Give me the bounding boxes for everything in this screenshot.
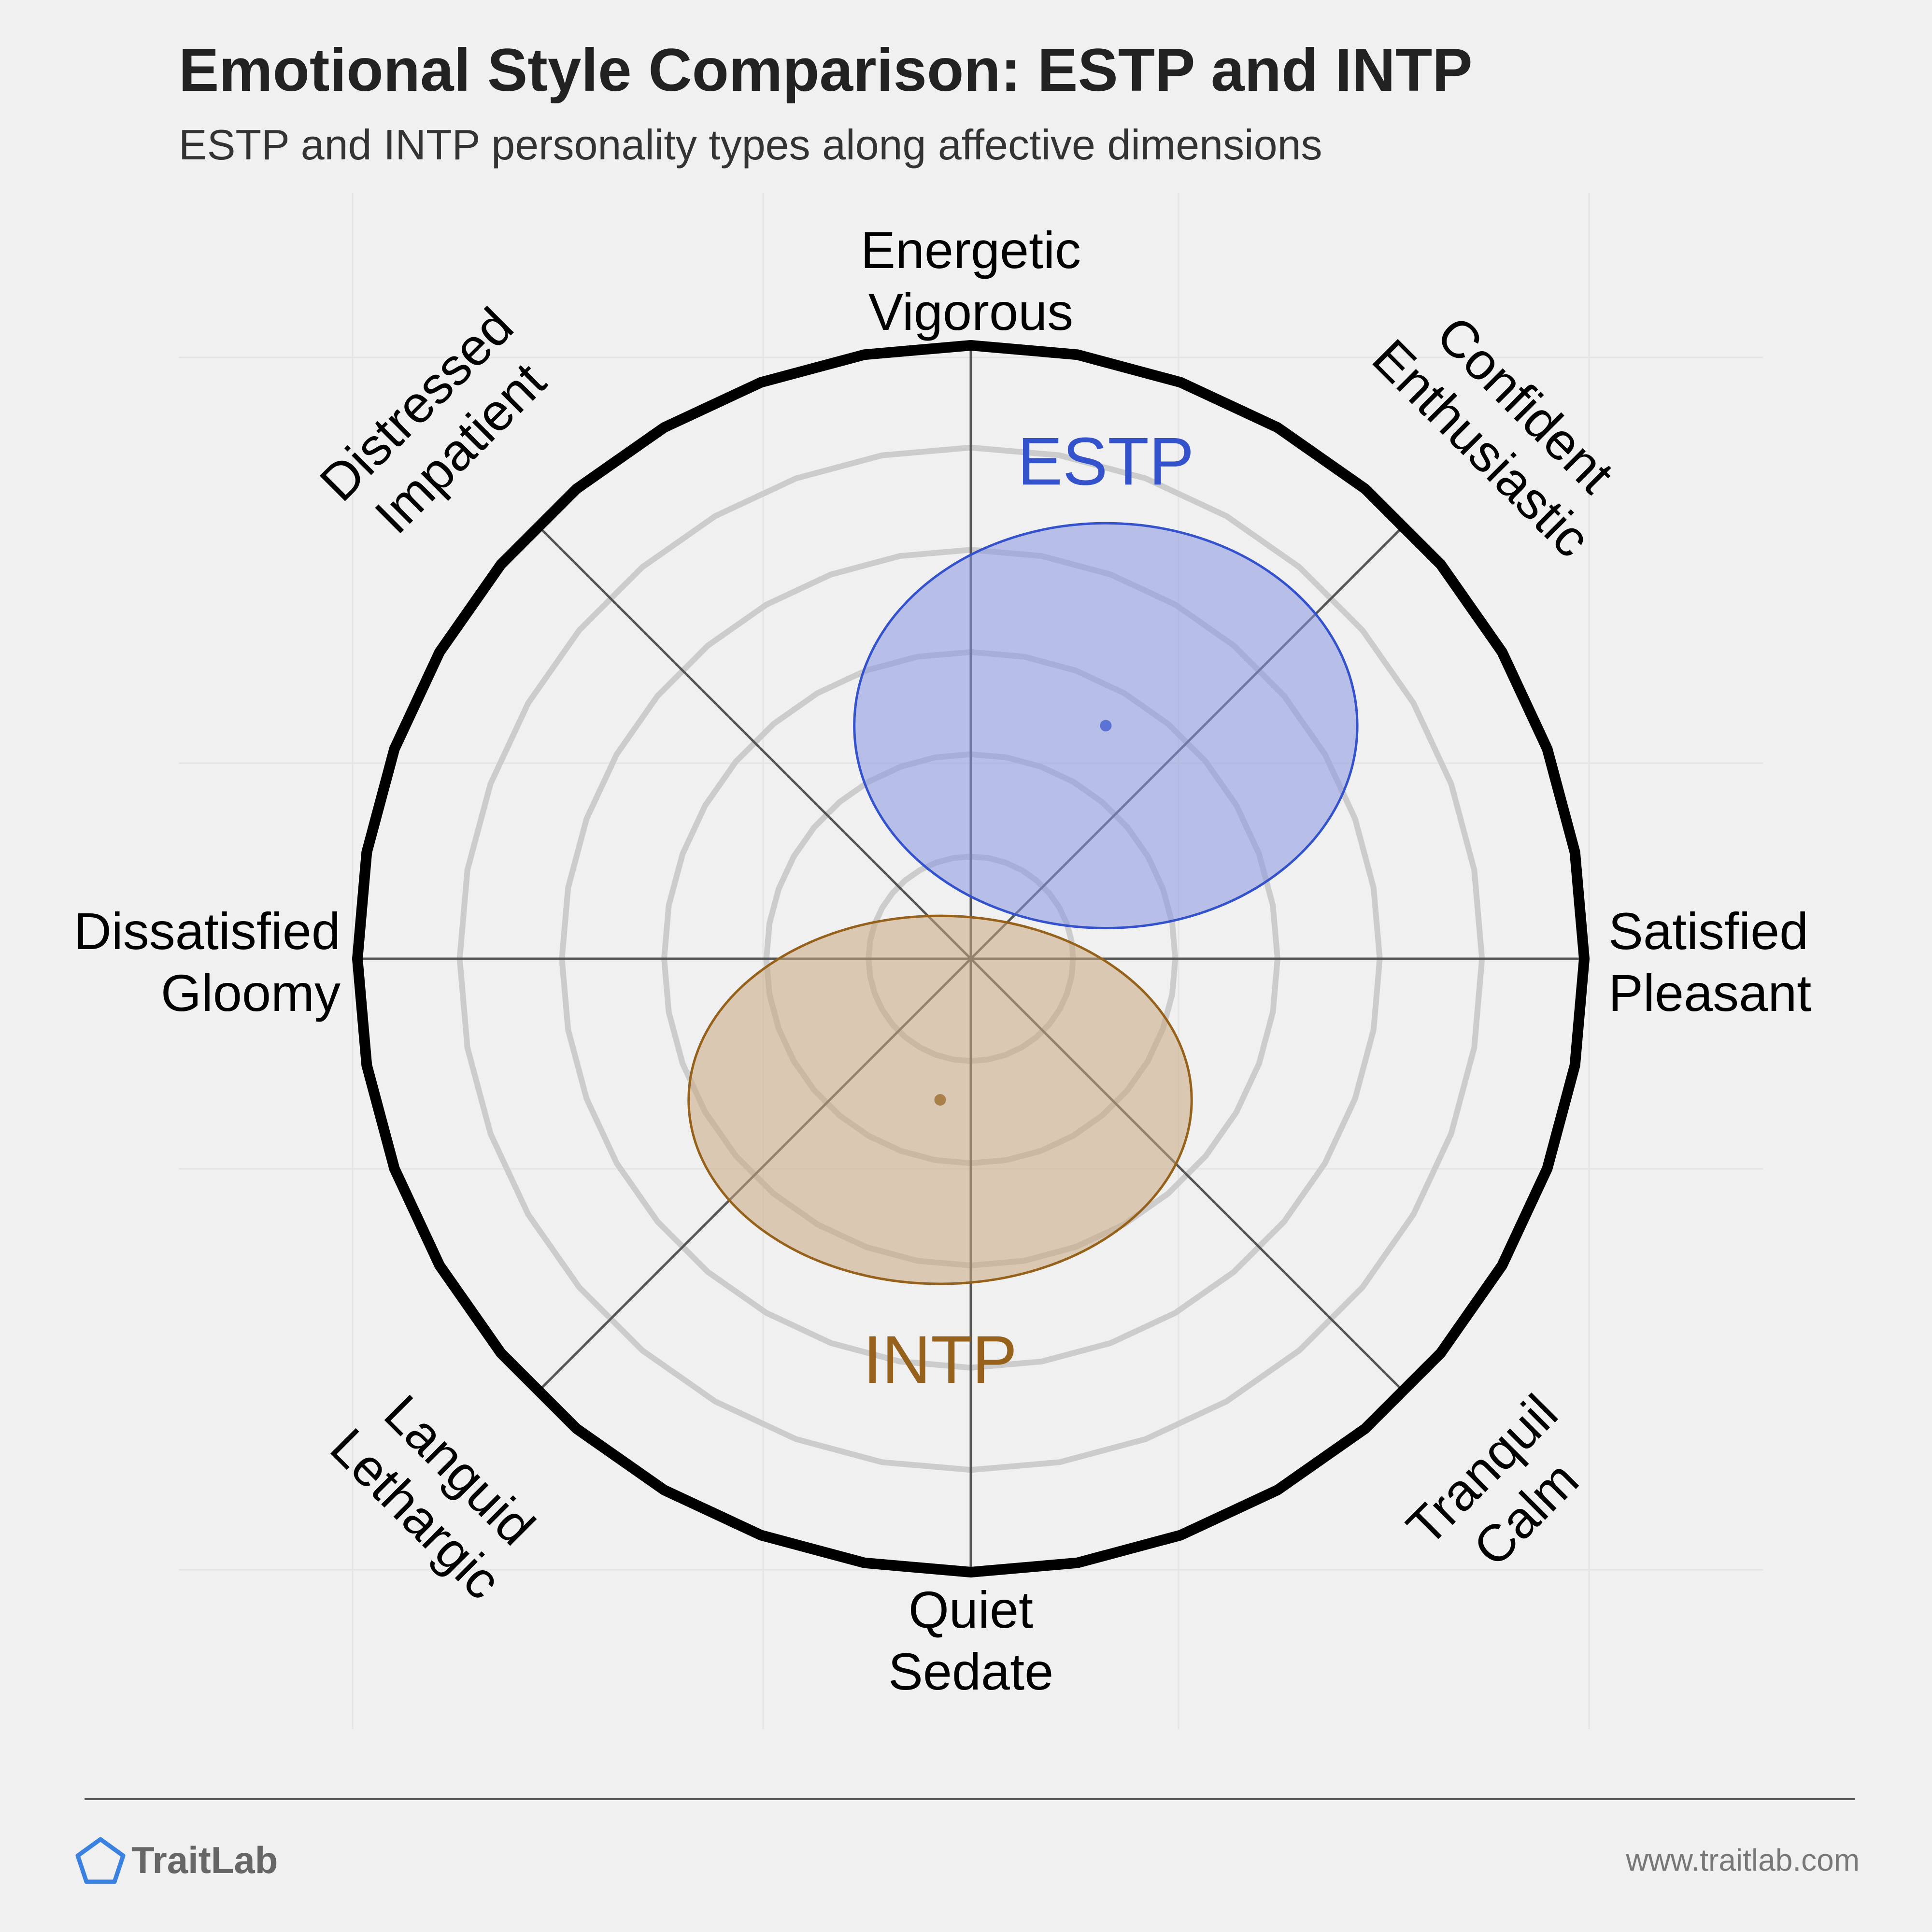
outer-ring xyxy=(352,340,1590,1577)
series-layer: ESTP INTP xyxy=(352,340,1590,1577)
label-dissatisfied-gloomy: Dissatisfied Gloomy xyxy=(74,902,341,1022)
intp-label: INTP xyxy=(863,1321,1017,1397)
footer-brand: TraitLab xyxy=(131,1839,278,1881)
label-satisfied-pleasant: Satisfied Pleasant xyxy=(1608,902,1811,1022)
chart-title: Emotional Style Comparison: ESTP and INT… xyxy=(179,37,1473,104)
estp-label: ESTP xyxy=(1018,423,1194,499)
traitlab-logo-icon xyxy=(75,1837,126,1884)
label-energetic-vigorous: Energetic Vigorous xyxy=(861,221,1081,341)
label-quiet-sedate: Quiet Sedate xyxy=(888,1580,1053,1701)
intp-center-point xyxy=(934,1094,946,1106)
chart-subtitle: ESTP and INTP personality types along af… xyxy=(179,121,1322,169)
footer-url: www.traitlab.com xyxy=(1625,1843,1860,1877)
estp-center-point xyxy=(1100,720,1112,732)
